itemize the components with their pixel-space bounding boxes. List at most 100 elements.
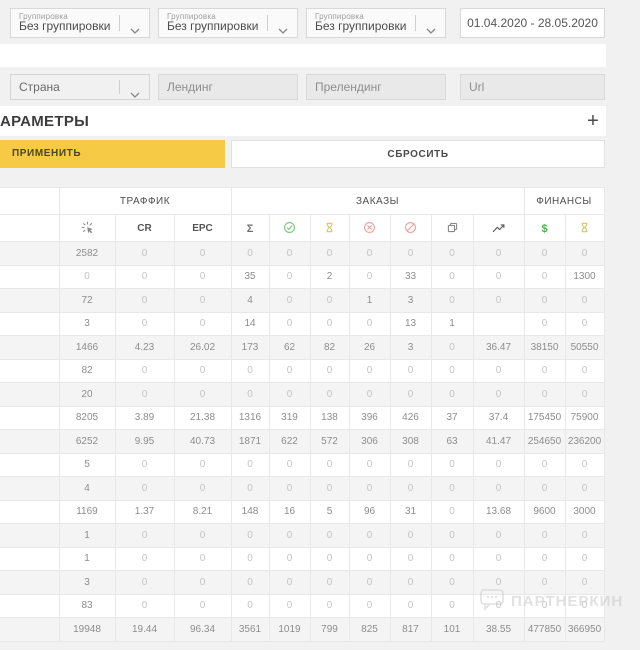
- table-cell: 2: [309, 264, 350, 289]
- table-cell: 38.55: [472, 617, 525, 642]
- chevron-down-icon: [130, 85, 140, 103]
- apply-button[interactable]: ПРИМЕНИТЬ: [0, 140, 225, 168]
- table-cell: 0: [268, 523, 311, 548]
- grouping-select-2[interactable]: Группировка Без группировки: [158, 8, 298, 38]
- table-cell: 0: [564, 241, 605, 266]
- statistics-table: ТРАФФИК ЗАКАЗЫ ФИНАНСЫ CR EPC Σ $ 2582 0 0 0 0 0 0 0…: [0, 187, 605, 642]
- table-cell: 0: [268, 288, 311, 313]
- table-cell: 5: [309, 499, 350, 524]
- country-select[interactable]: Страна: [10, 74, 150, 100]
- table-cell: 1.37: [114, 499, 175, 524]
- table-cell: 75900: [564, 405, 605, 430]
- table-cell: 0: [268, 546, 311, 571]
- table-cell: 308: [389, 429, 432, 454]
- table-cell: 0: [389, 570, 432, 595]
- url-input[interactable]: [460, 74, 605, 100]
- table-cell: 0: [309, 452, 350, 477]
- table-cell: 0: [268, 264, 311, 289]
- column-group-траффик: ТРАФФИК: [58, 187, 232, 215]
- table-row: 1169 1.37 8.21 148 16 5 96 31 0 13.68 9600 3000: [0, 499, 605, 524]
- cursor-click-icon: [81, 219, 94, 236]
- row-name-cell: [0, 335, 60, 360]
- orders-pending-column-header[interactable]: [309, 214, 350, 242]
- table-cell: 0: [309, 311, 350, 336]
- reset-button[interactable]: СБРОСИТЬ: [231, 140, 605, 168]
- table-cell: 0: [389, 241, 432, 266]
- finance-pending-column-header[interactable]: [564, 214, 605, 242]
- table-cell: 0: [173, 570, 232, 595]
- table-row: 6252 9.95 40.73 1871 622 572 306 308 63 41.47 2546…: [0, 429, 605, 454]
- hourglass-icon: [323, 219, 336, 236]
- table-cell: 0: [472, 523, 525, 548]
- parameters-title: АРАМЕТРЫ: [0, 113, 90, 130]
- table-row: 72 0 0 4 0 0 1 3 0 0 0 0: [0, 288, 605, 313]
- table-cell: 0: [430, 593, 474, 618]
- table-cell: 26.02: [173, 335, 232, 360]
- table-cell: 3561: [230, 617, 270, 642]
- table-cell: 21.38: [173, 405, 232, 430]
- table-cell: 37: [430, 405, 474, 430]
- orders-trend-column-header[interactable]: [472, 214, 525, 242]
- select-divider: [267, 15, 268, 31]
- epc-column-header[interactable]: EPC: [173, 214, 232, 242]
- table-cell: 0: [472, 288, 525, 313]
- table-cell: 0: [173, 523, 232, 548]
- table-cell: 0: [348, 570, 391, 595]
- prelanding-input[interactable]: [306, 74, 446, 100]
- table-cell: 0: [348, 264, 391, 289]
- clicks-column-header[interactable]: [58, 214, 116, 242]
- select-divider: [415, 15, 416, 31]
- table-cell: 0: [348, 311, 391, 336]
- grouping-select-3[interactable]: Группировка Без группировки: [306, 8, 446, 38]
- table-cell: 0: [230, 358, 270, 383]
- select-divider: [119, 80, 120, 94]
- table-cell: 0: [114, 264, 175, 289]
- table-cell: 0: [268, 311, 311, 336]
- table-cell: 1019: [268, 617, 311, 642]
- date-range-input[interactable]: [460, 8, 605, 38]
- table-cell: 0: [472, 452, 525, 477]
- orders-duplicates-column-header[interactable]: [430, 214, 474, 242]
- landing-input[interactable]: [158, 74, 298, 100]
- table-cell: 0: [114, 358, 175, 383]
- table-cell: 82: [58, 358, 116, 383]
- orders-canceled-column-header[interactable]: [389, 214, 432, 242]
- orders-rejected-column-header[interactable]: [348, 214, 391, 242]
- table-cell: 0: [173, 382, 232, 407]
- table-cell: 101: [430, 617, 474, 642]
- totals-row: 19948 19.44 96.34 3561 1019 799 825 817 101 38.55…: [0, 617, 605, 642]
- table-cell: 622: [268, 429, 311, 454]
- table-cell: 0: [348, 452, 391, 477]
- table-cell: 4: [230, 288, 270, 313]
- column-group-empty: [0, 187, 60, 215]
- finance-confirmed-column-header[interactable]: $: [523, 214, 566, 242]
- table-cell: 0: [523, 452, 566, 477]
- grouping-select-1[interactable]: Группировка Без группировки: [10, 8, 150, 38]
- table-cell: 396: [348, 405, 391, 430]
- table-cell: 477850: [523, 617, 566, 642]
- x-circle-icon: [363, 219, 376, 236]
- finance-confirmed-glyph: $: [541, 223, 548, 235]
- table-cell: 8.21: [173, 499, 232, 524]
- table-cell: 1: [58, 546, 116, 571]
- column-header-row: CR EPC Σ $: [0, 214, 605, 242]
- orders-approved-column-header[interactable]: [268, 214, 311, 242]
- cr-column-header[interactable]: CR: [114, 214, 175, 242]
- table-cell: 0: [430, 264, 474, 289]
- orders-total-column-header[interactable]: Σ: [230, 214, 270, 242]
- table-cell: 0: [472, 593, 525, 618]
- table-cell: 148: [230, 499, 270, 524]
- table-cell: 1466: [58, 335, 116, 360]
- add-parameter-icon[interactable]: +: [587, 110, 599, 132]
- table-cell: 0: [173, 311, 232, 336]
- row-name-cell: [0, 382, 60, 407]
- table-cell: 0: [523, 523, 566, 548]
- table-cell: 0: [523, 288, 566, 313]
- column-group-финансы: ФИНАНСЫ: [523, 187, 605, 215]
- table-cell: 1300: [564, 264, 605, 289]
- table-cell: 572: [309, 429, 350, 454]
- table-cell: 0: [173, 593, 232, 618]
